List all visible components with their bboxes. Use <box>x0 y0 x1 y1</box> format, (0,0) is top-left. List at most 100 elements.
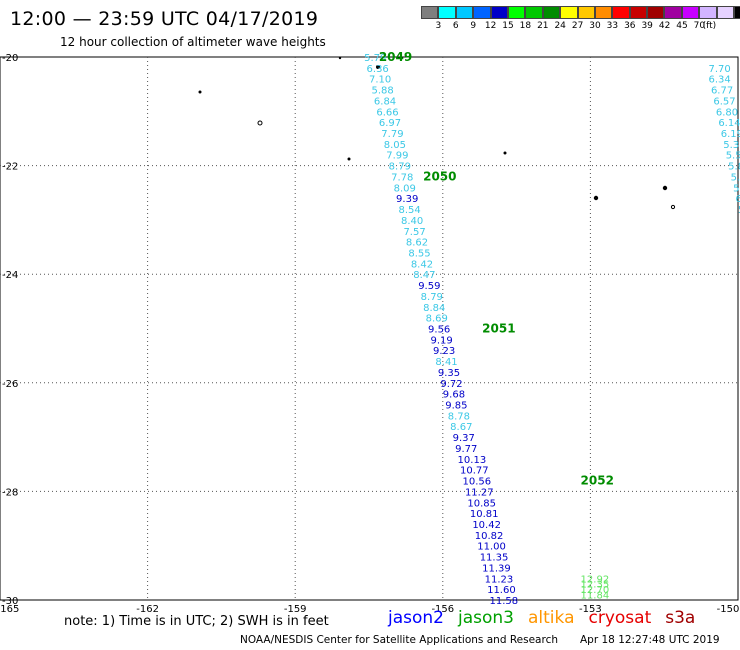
swh-value: 12.92 <box>581 574 610 585</box>
mission-legend: jason2 jason3 altika cryosat s3a <box>388 608 695 628</box>
swh-value: 8.78 <box>448 411 470 422</box>
legend-swatch <box>542 6 561 19</box>
lat-tick-label: -22 <box>2 162 18 173</box>
swh-value: 7.78 <box>391 172 413 183</box>
legend-label: 30 <box>589 21 601 31</box>
lat-tick-label: -26 <box>2 379 18 390</box>
swh-value: 8.84 <box>423 303 445 314</box>
legend-swatch <box>490 6 508 19</box>
mission-label: jason3 <box>458 608 514 628</box>
legend-label: 33 <box>606 21 619 31</box>
swh-value: 8.09 <box>394 183 416 194</box>
legend-label: 3 <box>435 21 442 31</box>
swh-value: 6.34 <box>708 75 730 86</box>
note-text: note: 1) Time is in UTC; 2) SWH is in fe… <box>64 614 329 629</box>
swh-value: 8.40 <box>401 216 423 227</box>
swh-value: 6.57 <box>713 96 735 107</box>
swh-value: 10.82 <box>475 531 504 542</box>
islands <box>198 56 676 210</box>
swh-value: 6.80 <box>716 107 738 118</box>
lon-tick-label: -153 <box>579 604 602 615</box>
swh-value: 9.68 <box>443 390 465 401</box>
legend-label: 45 <box>676 21 688 31</box>
legend-label: 21 <box>537 21 549 31</box>
swh-value: 10.81 <box>470 509 499 520</box>
legend-swatch <box>664 6 682 19</box>
swh-value: 9.19 <box>431 335 453 346</box>
island-marker <box>376 65 380 69</box>
swh-value: 11.00 <box>477 542 506 553</box>
legend-label: 15 <box>502 21 514 31</box>
altimeter-tracks: 5.796.367.105.886.846.666.977.798.057.99… <box>364 50 740 607</box>
swh-value: 8.69 <box>426 314 448 325</box>
swh-value: 5.74 <box>731 172 740 183</box>
swh-value: 5.43 <box>738 205 740 216</box>
swh-value: 6.14 <box>718 118 740 129</box>
swh-value: 5.79 <box>364 53 386 64</box>
legend-swatch <box>716 6 735 19</box>
legend-label: 39 <box>641 21 653 31</box>
swh-value: 9.56 <box>428 325 450 336</box>
swh-value: 8.54 <box>399 205 421 216</box>
mission-label: cryosat <box>588 608 652 628</box>
swh-value: 6.84 <box>374 96 396 107</box>
lon-tick-label: -156 <box>431 604 454 615</box>
grid-lines <box>0 57 738 600</box>
swh-value: 7.79 <box>381 129 403 140</box>
swh-value: 8.67 <box>450 422 472 433</box>
legend-swatch <box>560 6 578 19</box>
swh-value: 7.57 <box>403 227 425 238</box>
swh-value: 9.59 <box>418 281 440 292</box>
swh-value: 7.10 <box>369 75 391 86</box>
swh-value: 10.56 <box>462 477 491 488</box>
swh-value: 8.42 <box>411 259 433 270</box>
swh-value: 8.62 <box>406 238 428 249</box>
pass-number-label: 2049 <box>379 50 412 64</box>
island-marker <box>593 195 599 201</box>
legend-swatch <box>525 6 543 19</box>
legend-label: 36 <box>624 21 636 31</box>
map-frame <box>0 56 739 601</box>
swh-value: 5.58 <box>726 151 740 162</box>
swh-value: 6.66 <box>376 107 398 118</box>
legend-swatch <box>421 6 439 19</box>
swh-value: 8.41 <box>435 357 457 368</box>
axis-ticks: -165 -162 -159 -156 -153 -150 -20 -22 -24 -26 -28 -… <box>0 53 739 615</box>
legend-unit: (ft) <box>702 21 717 31</box>
swh-value: 9.72 <box>440 379 462 390</box>
swh-value: 11.27 <box>465 487 494 498</box>
swh-value: 7.99 <box>386 151 408 162</box>
swh-value: 5.37 <box>723 140 740 151</box>
lat-tick-label: -20 <box>2 53 18 64</box>
pass-number-label: 2050 <box>423 169 456 183</box>
swh-value: 11.39 <box>482 563 511 574</box>
page-title: 12:00 — 23:59 UTC 04/17/2019 <box>10 8 319 30</box>
swh-value: 8.79 <box>421 292 443 303</box>
swh-value: 6.19 <box>721 129 740 140</box>
swh-value: 9.77 <box>455 444 477 455</box>
lon-tick-label: -159 <box>284 604 307 615</box>
legend-swatch <box>473 6 491 19</box>
swh-value: 6.36 <box>367 64 389 75</box>
color-legend: 3 6 9 12 15 18 21 24 27 30 33 36 39 42 45 70 (ft) <box>421 6 740 33</box>
legend-swatch <box>734 6 740 19</box>
swh-value: 10.77 <box>460 466 489 477</box>
swh-value: 12.35 <box>581 580 610 591</box>
legend-label: 9 <box>470 21 477 31</box>
lon-tick-label: -162 <box>136 604 159 615</box>
swh-value: 11.84 <box>581 591 610 602</box>
island-marker <box>338 56 342 60</box>
swh-value: 11.35 <box>480 553 509 564</box>
swh-value: 11.23 <box>485 574 514 585</box>
legend-label: 70 <box>693 21 706 31</box>
lat-tick-label: -28 <box>2 487 18 498</box>
swh-value: 8.47 <box>413 270 435 281</box>
swh-value: 6.77 <box>711 86 733 97</box>
swh-value: 11.60 <box>487 585 516 596</box>
island-marker <box>198 90 202 94</box>
legend-swatch <box>629 6 648 19</box>
swh-value: 5.88 <box>371 86 393 97</box>
credit-text: NOAA/NESDIS Center for Satellite Applica… <box>240 634 558 646</box>
legend-label: 18 <box>519 21 532 31</box>
